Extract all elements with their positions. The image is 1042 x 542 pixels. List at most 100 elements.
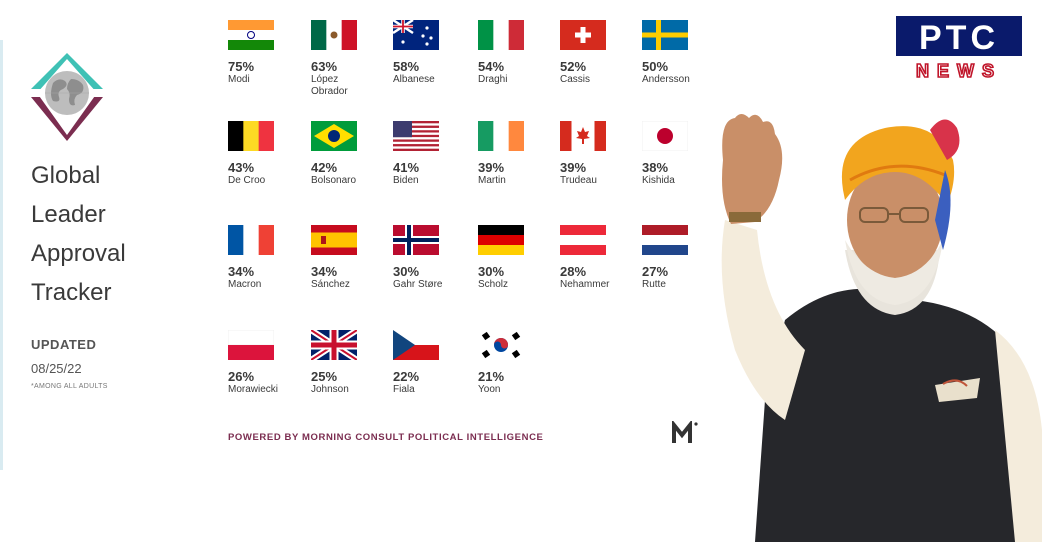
leader-card: 75% Modi xyxy=(228,20,318,86)
leader-card: 30% Gahr Støre xyxy=(393,225,483,291)
approval-value-label: 26% xyxy=(228,369,255,384)
leader-name-label: Trudeau xyxy=(560,175,597,186)
approval-value-label: 25% xyxy=(311,369,338,384)
title-line: Approval xyxy=(31,240,126,267)
leader-name-label: Nehammer xyxy=(560,279,610,290)
approval-value-label: 30% xyxy=(478,264,505,279)
leader-card: 26% Morawiecki xyxy=(228,330,318,396)
leader-card: 34% Macron xyxy=(228,225,318,291)
flag-icon xyxy=(642,225,688,255)
approval-value-label: 75% xyxy=(228,59,255,74)
leader-name-label: Draghi xyxy=(478,74,508,85)
approval-value-label: 22% xyxy=(393,369,420,384)
leader-card: 39% Martin xyxy=(478,121,568,187)
leader-card: 30% Scholz xyxy=(478,225,568,291)
flag-icon xyxy=(393,225,439,255)
updated-label: UPDATED xyxy=(31,337,97,352)
flag-icon xyxy=(311,225,357,255)
leader-name-label: Sánchez xyxy=(311,279,350,290)
leader-card: 34% Sánchez xyxy=(311,225,401,291)
leader-card: 54% Draghi xyxy=(478,20,568,86)
leader-name-label: Johnson xyxy=(311,384,349,395)
footnote: *AMONG ALL ADULTS xyxy=(31,383,108,390)
approval-value-label: 38% xyxy=(642,160,669,175)
leader-card: 41% Biden xyxy=(393,121,483,187)
approval-value-label: 34% xyxy=(228,264,255,279)
leader-card: 39% Trudeau xyxy=(560,121,650,187)
channel-logo-bottom: NEWS xyxy=(916,61,1002,80)
title-line: Leader xyxy=(31,201,106,228)
flag-icon xyxy=(311,121,357,151)
title-line: Global xyxy=(31,162,101,189)
leader-name-label: Modi xyxy=(228,74,250,85)
leader-name-label: Andersson xyxy=(642,74,690,85)
title-line: Tracker xyxy=(31,279,112,306)
flag-icon xyxy=(560,20,606,50)
leader-card: 50% Andersson xyxy=(642,20,732,86)
leader-card: 63% López Obrador xyxy=(311,20,401,98)
flag-icon xyxy=(478,121,524,151)
approval-value-label: 41% xyxy=(393,160,420,175)
leader-card: 25% Johnson xyxy=(311,330,401,396)
leader-card: 28% Nehammer xyxy=(560,225,650,291)
leader-card: 38% Kishida xyxy=(642,121,732,187)
leader-name-label: Kishida xyxy=(642,175,675,186)
approval-value-label: 58% xyxy=(393,59,420,74)
flag-icon xyxy=(228,20,274,50)
leader-name-label: Albanese xyxy=(393,74,435,85)
leader-grid: 75% Modi 63% López Obrador 58% Albanese 54% Drag… xyxy=(228,20,732,396)
flag-icon xyxy=(478,330,524,360)
leader-name-label: Biden xyxy=(393,175,419,186)
approval-value-label: 52% xyxy=(560,59,587,74)
flag-icon xyxy=(393,121,439,151)
morning-consult-logo-icon xyxy=(672,421,698,443)
flag-icon xyxy=(478,20,524,50)
powered-by-text: POWERED BY MORNING CONSULT POLITICAL INT… xyxy=(228,432,544,443)
approval-value-label: 27% xyxy=(642,264,669,279)
leader-name-label: López Obrador xyxy=(311,74,348,97)
flag-icon xyxy=(311,20,357,50)
approval-value-label: 50% xyxy=(642,59,669,74)
flag-icon xyxy=(560,225,606,255)
leader-name-label: Yoon xyxy=(478,384,501,395)
leader-name-label: Macron xyxy=(228,279,262,290)
approval-value-label: 39% xyxy=(560,160,587,175)
leader-name-label: Rutte xyxy=(642,279,666,290)
ptc-news-logo-icon: PTC NEWS xyxy=(896,16,1022,80)
leader-name-label: Scholz xyxy=(478,279,509,290)
leader-name-label: De Croo xyxy=(228,175,266,186)
leader-card: 21% Yoon xyxy=(478,330,568,396)
flag-icon xyxy=(228,225,274,255)
leader-name-label: Fiala xyxy=(393,384,415,395)
flag-icon xyxy=(228,330,274,360)
approval-value-label: 43% xyxy=(228,160,255,175)
flag-icon xyxy=(393,20,439,50)
approval-value-label: 63% xyxy=(311,59,338,74)
left-border-line xyxy=(0,40,3,470)
approval-value-label: 28% xyxy=(560,264,587,279)
approval-infographic: Global Leader Approval Tracker UPDATED 0… xyxy=(0,20,732,470)
leader-name-label: Martin xyxy=(478,175,506,186)
leader-name-label: Morawiecki xyxy=(228,384,279,395)
leader-name-label: Cassis xyxy=(560,74,591,85)
leader-name-label: Gahr Støre xyxy=(393,279,443,290)
leader-card: 43% De Croo xyxy=(228,121,318,187)
flag-icon xyxy=(642,121,688,151)
flag-icon xyxy=(560,121,606,151)
leader-card: 27% Rutte xyxy=(642,225,732,291)
updated-date: 08/25/22 xyxy=(31,361,82,376)
flag-icon xyxy=(393,330,439,360)
flag-icon xyxy=(228,121,274,151)
channel-logo-top: PTC xyxy=(919,19,999,57)
approval-value-label: 42% xyxy=(311,160,338,175)
approval-value-label: 34% xyxy=(311,264,338,279)
flag-icon xyxy=(642,20,688,50)
approval-value-label: 30% xyxy=(393,264,420,279)
approval-value-label: 39% xyxy=(478,160,505,175)
approval-value-label: 54% xyxy=(478,59,505,74)
leader-photo xyxy=(721,114,1042,542)
leader-card: 22% Fiala xyxy=(393,330,483,396)
leader-card: 52% Cassis xyxy=(560,20,650,86)
leader-card: 58% Albanese xyxy=(393,20,483,86)
leader-card: 42% Bolsonaro xyxy=(311,121,401,187)
